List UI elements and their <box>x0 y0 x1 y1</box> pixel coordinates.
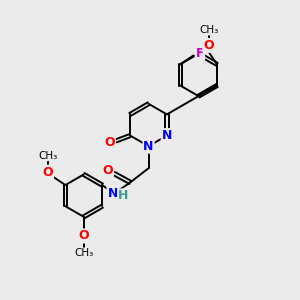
Text: CH₃: CH₃ <box>199 25 218 35</box>
Text: O: O <box>203 39 214 52</box>
Text: CH₃: CH₃ <box>38 151 57 160</box>
Text: F: F <box>196 46 204 60</box>
Text: CH₃: CH₃ <box>74 248 93 258</box>
Text: O: O <box>102 164 113 177</box>
Text: O: O <box>78 230 89 242</box>
Text: H: H <box>118 189 129 203</box>
Text: N: N <box>107 187 118 200</box>
Text: N: N <box>162 129 172 142</box>
Text: O: O <box>42 166 53 178</box>
Text: O: O <box>104 136 115 149</box>
Text: N: N <box>143 140 154 153</box>
